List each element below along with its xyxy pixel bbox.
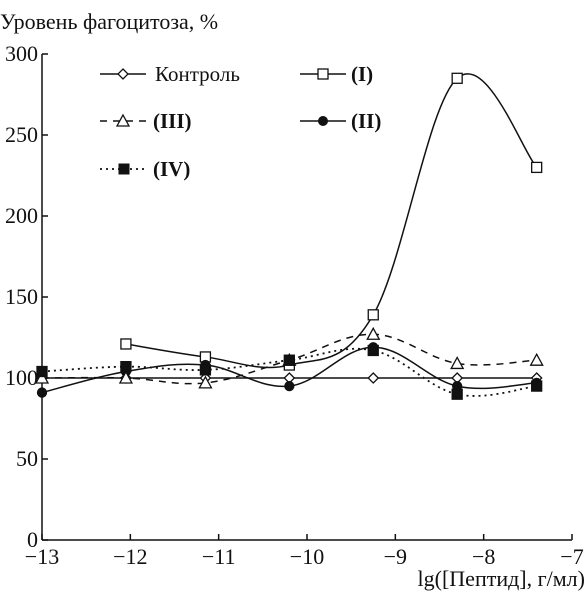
data-point-square-filled	[531, 380, 543, 392]
y-tick-label: 300	[5, 41, 38, 66]
data-point-square-filled	[120, 361, 132, 373]
data-point-circle	[36, 387, 48, 398]
data-point-square-open	[120, 338, 132, 350]
legend-item-control: Контроль	[100, 62, 240, 86]
series-markers	[34, 72, 544, 400]
y-tick-label: 100	[5, 365, 38, 390]
data-point-square-open	[451, 72, 463, 84]
y-tick-label: 150	[5, 284, 38, 309]
x-tick-label: −13	[25, 544, 59, 569]
legend-label-I: (I)	[351, 62, 373, 86]
legend-item-III: (III)	[100, 109, 192, 133]
legend-label-II: (II)	[351, 109, 381, 133]
data-point-triangle	[198, 375, 213, 389]
data-point-square-filled	[36, 365, 48, 378]
legend: Контроль (I) (III) (II) (IV)	[100, 62, 381, 181]
y-tick-label: 50	[16, 446, 38, 471]
data-point-square-filled	[283, 354, 295, 366]
x-tick-label: −7	[560, 544, 583, 569]
data-point-triangle	[34, 370, 50, 384]
x-tick-label: −9	[384, 544, 407, 569]
legend-marker-square-filled	[118, 163, 130, 175]
legend-marker-circle-filled	[318, 116, 328, 126]
y-tick-label: 200	[5, 203, 38, 228]
data-point-triangle	[529, 352, 544, 366]
legend-marker-diamond	[117, 68, 129, 80]
legend-item-IV: (IV)	[100, 157, 190, 181]
legend-label-control: Контроль	[155, 62, 240, 86]
legend-marker-square-open	[317, 68, 329, 80]
data-point-square-open	[367, 309, 379, 321]
axis-ticks: 0 50 100 150 200 250 300 −13 −12 −11 −10 −9 −8 −7	[5, 41, 584, 569]
x-axis-label: lg([Пептид], г/мл)	[418, 566, 585, 591]
data-point-square-filled	[451, 388, 463, 400]
legend-label-III: (III)	[153, 109, 192, 133]
x-tick-label: −10	[290, 544, 324, 569]
data-point-triangle	[118, 370, 134, 384]
data-point-square-filled	[367, 344, 379, 357]
x-tick-label: −8	[472, 544, 495, 569]
data-point-triangle	[450, 356, 465, 370]
legend-item-I: (I)	[300, 62, 373, 86]
legend-item-II: (II)	[300, 109, 381, 133]
data-point-square-filled	[199, 364, 212, 376]
x-tick-label: −11	[202, 544, 236, 569]
legend-marker-triangle	[115, 113, 131, 127]
data-point-diamond	[367, 372, 380, 384]
data-point-circle	[284, 380, 295, 392]
legend-label-IV: (IV)	[153, 157, 190, 181]
y-tick-label: 250	[5, 122, 38, 147]
data-point-square-open	[531, 161, 543, 174]
series-lines	[41, 73, 538, 397]
x-tick-label: −12	[113, 544, 147, 569]
y-tick-label: 0	[27, 527, 38, 552]
data-point-triangle	[366, 326, 381, 340]
y-axis-label: Уровень фагоцитоза, %	[0, 9, 218, 34]
